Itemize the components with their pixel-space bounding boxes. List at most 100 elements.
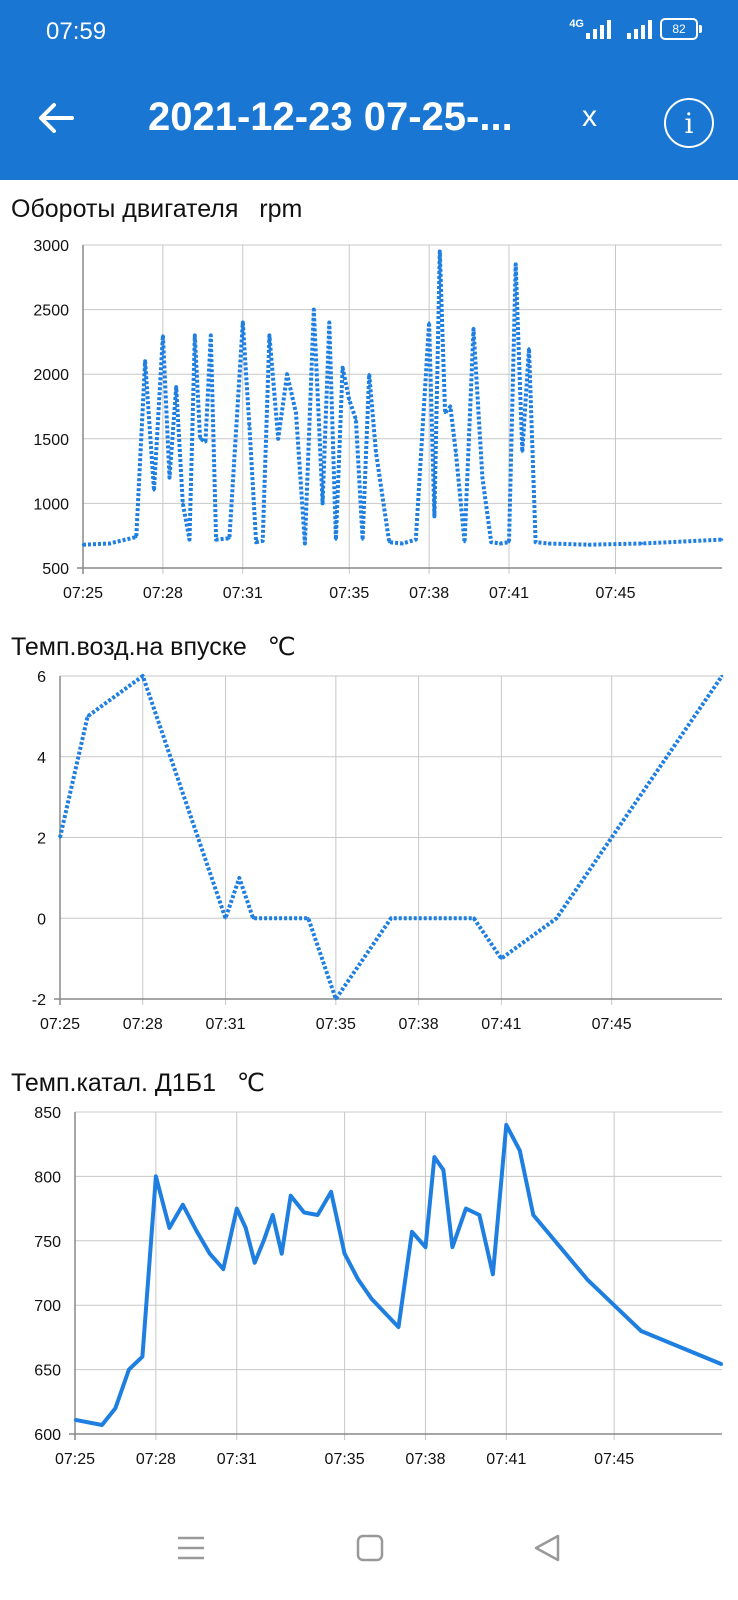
- data-point: [507, 540, 511, 544]
- data-point: [141, 1355, 144, 1358]
- y-tick-label: 800: [34, 1169, 61, 1186]
- battery-level: 82: [672, 22, 686, 36]
- close-button[interactable]: x: [582, 100, 597, 133]
- data-point: [248, 424, 251, 428]
- data-point: [547, 542, 551, 545]
- data-point: [302, 1211, 306, 1214]
- x-tick-label: 07:28: [143, 585, 183, 602]
- data-point: [198, 437, 202, 440]
- data-point: [720, 1363, 724, 1366]
- data-point: [505, 1123, 508, 1127]
- data-point: [73, 1418, 77, 1422]
- data-point: [387, 540, 391, 544]
- data-point: [442, 1168, 445, 1172]
- menu-icon[interactable]: [176, 1533, 206, 1563]
- back-triangle-icon[interactable]: [532, 1533, 562, 1563]
- data-point: [222, 1267, 225, 1271]
- y-tick-label: 700: [34, 1298, 61, 1315]
- data-point: [414, 538, 418, 541]
- data-point: [208, 1252, 211, 1255]
- y-tick-label: 750: [34, 1234, 61, 1251]
- intake-temp-chart: -2 0 2 4 6 07:25 07:28 07:31 07:35 07:38 07:41 07:4…: [32, 669, 724, 1033]
- x-tick-label: 07:45: [594, 1451, 634, 1468]
- x-tick-label: 07:35: [316, 1016, 356, 1033]
- x-tick-label: 07:25: [55, 1451, 95, 1468]
- data-point: [86, 715, 89, 718]
- data-point: [397, 1325, 400, 1329]
- data-point: [114, 1407, 117, 1410]
- data-point: [490, 540, 493, 544]
- home-square-icon[interactable]: [355, 1533, 385, 1563]
- x-tick-label: 07:35: [329, 585, 369, 602]
- data-point: [188, 538, 191, 541]
- data-point: [244, 1226, 247, 1230]
- rpm-chart: 500 1000 1500 2000 2500 3000 07:25 07:28 07:31 07…: [33, 238, 724, 602]
- data-point: [254, 540, 258, 544]
- data-point: [463, 540, 466, 544]
- data-point: [449, 405, 452, 408]
- x-tick-label: 07:35: [325, 1451, 365, 1468]
- battery-icon: 82: [660, 18, 702, 40]
- app-bar: 07:59 4G 82 2021-12-23 07-25-... x i: [0, 0, 738, 180]
- data-point: [209, 334, 212, 337]
- data-point: [307, 917, 310, 920]
- data-point: [277, 437, 280, 440]
- info-label: i: [684, 106, 694, 140]
- data-point: [532, 1213, 535, 1217]
- data-point: [341, 366, 344, 369]
- x-tick-label: 07:25: [40, 1016, 80, 1033]
- data-point: [481, 476, 484, 479]
- data-point: [108, 542, 111, 545]
- page-title: 2021-12-23 07-25-...: [148, 95, 513, 139]
- data-point: [152, 489, 156, 492]
- chart-2-title: Темп.возд.на впуске ℃: [11, 632, 296, 662]
- data-point: [491, 1273, 495, 1276]
- x-tick-label: 07:38: [405, 1451, 445, 1468]
- x-tick-label: 07:38: [399, 1016, 439, 1033]
- arrow-left-icon[interactable]: [36, 98, 76, 138]
- data-point: [228, 537, 231, 540]
- y-tick-label: 1000: [33, 496, 69, 513]
- status-time: 07:59: [46, 18, 107, 45]
- data-point: [587, 543, 591, 546]
- data-point: [235, 1207, 238, 1210]
- data-point: [241, 321, 244, 324]
- catalyst-temp-chart: 600 650 700 750 800 850 07:25 07:28 07:31 07:35 07…: [34, 1105, 724, 1468]
- data-point: [389, 917, 393, 920]
- data-point: [500, 957, 503, 960]
- data-point: [472, 917, 475, 920]
- x-tick-label: 07:45: [592, 1016, 632, 1033]
- data-point: [334, 997, 338, 1001]
- data-point: [451, 1246, 454, 1249]
- data-point: [195, 1229, 198, 1232]
- data-point: [498, 542, 502, 545]
- series-line: [82, 249, 723, 547]
- info-circle-icon[interactable]: i: [664, 98, 714, 148]
- data-point: [154, 1175, 158, 1178]
- network-type: 4G: [569, 18, 584, 30]
- data-point: [312, 308, 315, 311]
- y-tick-label: 4: [37, 750, 46, 767]
- data-point: [438, 250, 441, 253]
- data-point: [285, 373, 289, 376]
- data-point: [271, 1213, 274, 1217]
- data-point: [251, 917, 255, 920]
- data-point: [289, 1194, 292, 1197]
- data-point: [268, 334, 271, 337]
- y-tick-label: 2: [37, 831, 46, 848]
- x-tick-label: 07:28: [136, 1451, 176, 1468]
- data-point: [321, 502, 324, 505]
- system-nav-bar: [0, 1505, 738, 1600]
- data-point: [193, 334, 197, 337]
- chart-3-name: Темп.катал. Д1Б1: [11, 1069, 216, 1097]
- data-point: [181, 1203, 185, 1206]
- data-point: [433, 1155, 436, 1159]
- data-point: [356, 1278, 360, 1281]
- data-point: [143, 360, 147, 363]
- data-point: [443, 411, 447, 415]
- data-point: [370, 1297, 373, 1300]
- series-line: [74, 1122, 723, 1427]
- data-point: [181, 502, 185, 505]
- x-tick-label: 07:31: [223, 585, 263, 602]
- data-point: [424, 1246, 427, 1249]
